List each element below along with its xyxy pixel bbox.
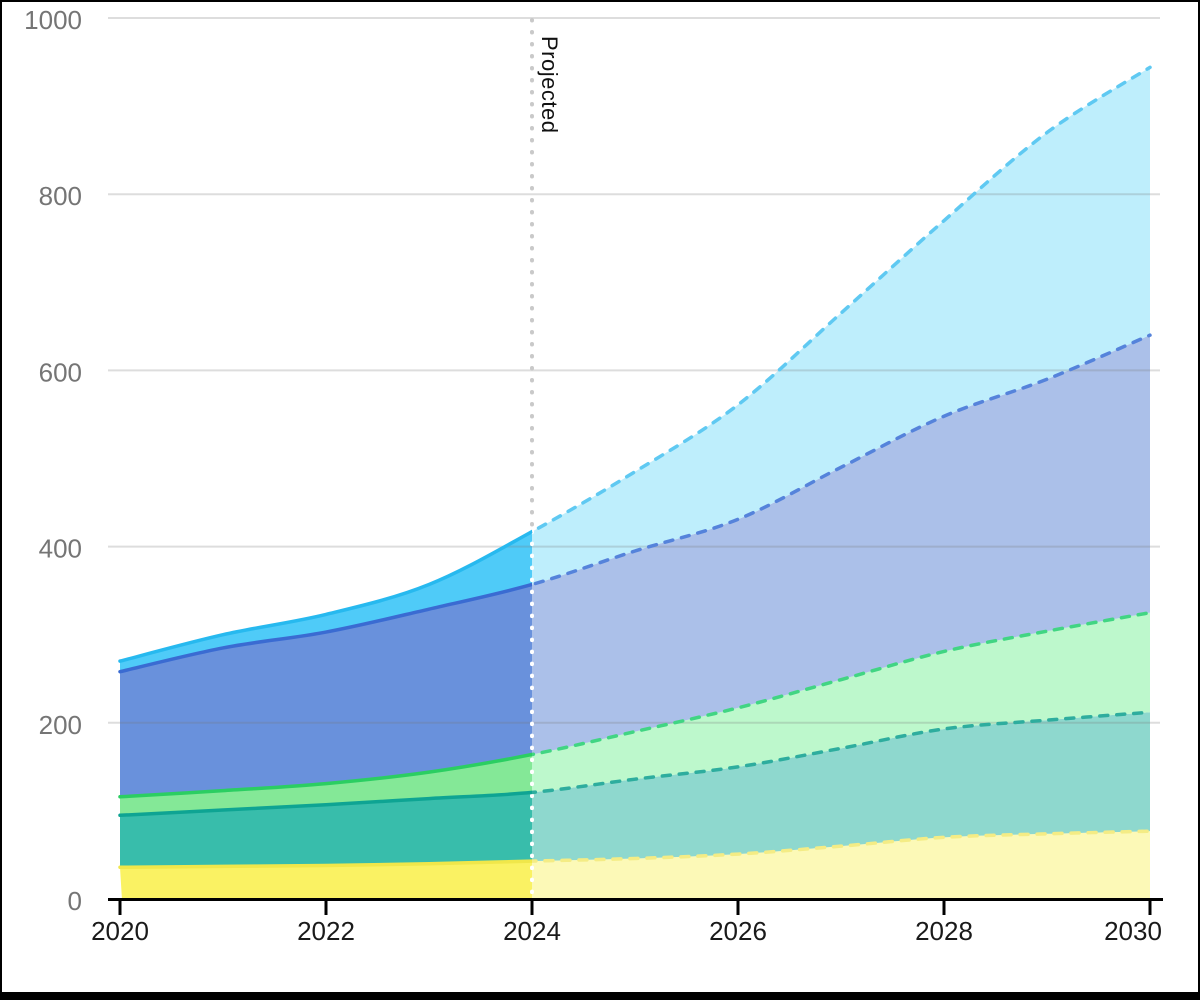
line-teal-projected: [532, 710, 1152, 795]
projected-annotation: Projected: [537, 36, 562, 134]
y-tick-label: 1000: [24, 5, 82, 35]
y-tick-labels: 0 200 400 600 800 1000: [24, 5, 82, 916]
boundary-lines: [118, 65, 1152, 870]
y-tick-label: 200: [39, 710, 82, 740]
y-tick-label: 800: [39, 181, 82, 211]
x-tick-label: 2028: [915, 916, 973, 946]
x-tick-label: 2022: [297, 916, 355, 946]
x-tick-label: 2024: [503, 916, 561, 946]
area-yellow-projected: [532, 831, 1150, 900]
line-yellow-actual: [118, 859, 532, 870]
area-cyan-actual: [120, 531, 532, 672]
x-axis: [108, 898, 1163, 915]
x-tick-label: 2030: [1104, 916, 1162, 946]
line-blue-projected: [532, 333, 1152, 587]
line-yellow-projected: [532, 829, 1152, 863]
area-blue-actual: [120, 584, 532, 797]
y-tick-label: 0: [68, 886, 82, 916]
line-cyan-actual: [118, 529, 532, 663]
area-green-projected: [532, 612, 1150, 793]
line-green-projected: [532, 610, 1152, 757]
line-teal-actual: [118, 790, 532, 818]
area-fills: [120, 67, 1150, 900]
area-blue-projected: [532, 335, 1150, 755]
x-tick-label: 2020: [91, 916, 149, 946]
area-teal-projected: [532, 712, 1150, 862]
x-tick-labels: 2020 2022 2024 2026 2028 2030: [91, 916, 1162, 946]
y-tick-label: 400: [39, 534, 82, 564]
area-cyan-projected: [532, 67, 1150, 585]
area-yellow-actual: [120, 861, 532, 900]
line-green-actual: [118, 752, 532, 799]
line-cyan-projected: [532, 65, 1152, 534]
x-tick-label: 2026: [709, 916, 767, 946]
line-blue-actual: [118, 582, 532, 674]
gridlines: [108, 17, 1160, 724]
y-tick-label: 600: [39, 357, 82, 387]
